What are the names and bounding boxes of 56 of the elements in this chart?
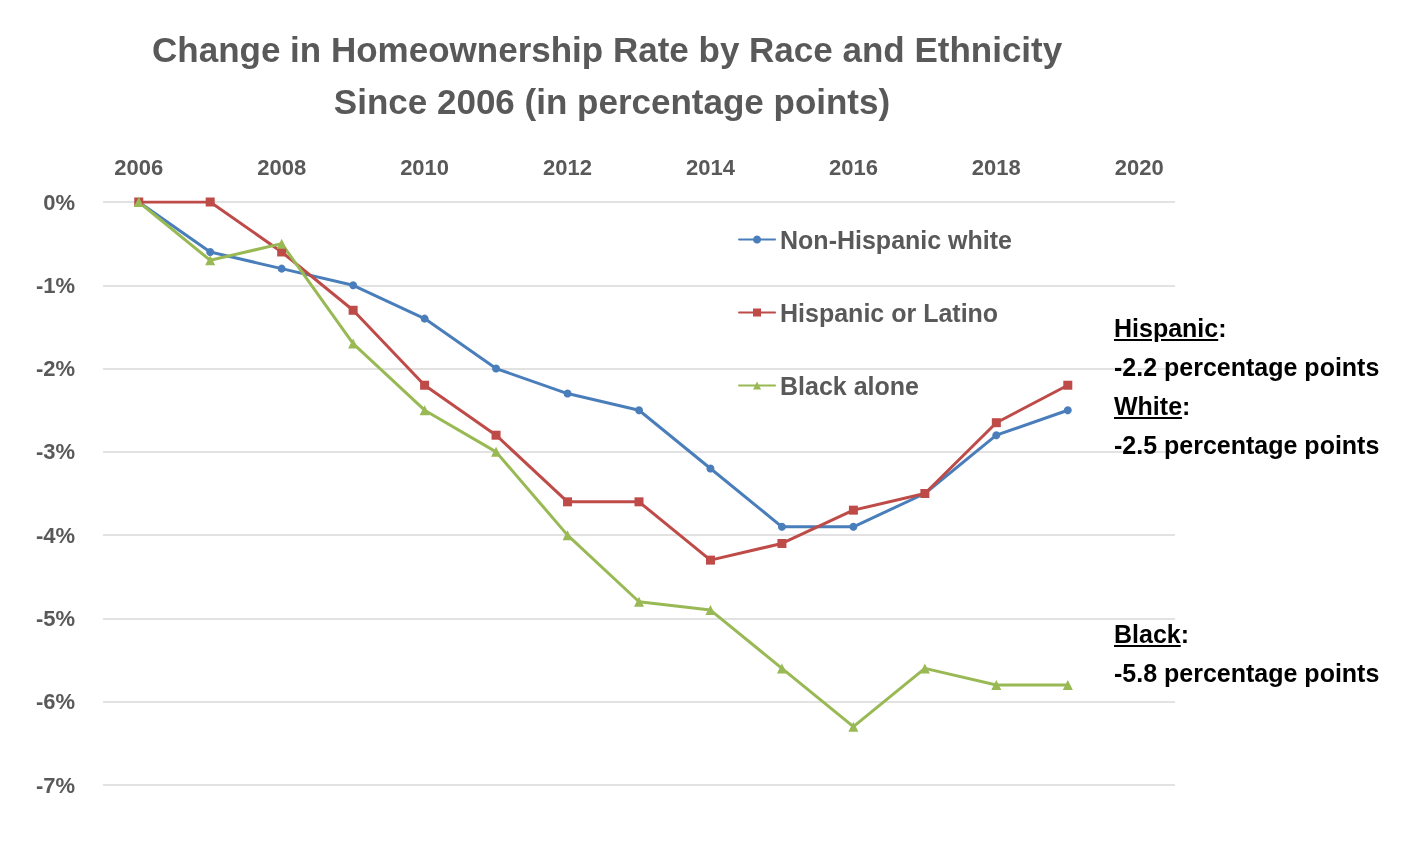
point — [277, 264, 286, 273]
point — [205, 197, 215, 207]
point — [635, 406, 643, 415]
point — [1063, 380, 1073, 390]
point — [420, 314, 429, 323]
point — [562, 530, 573, 541]
point — [776, 663, 787, 674]
point — [706, 464, 715, 473]
y-tick-label: -1% — [35, 272, 75, 298]
chart-title: Change in Homeownership Rate by Race and Ethnicity Since 2006 (in percentage points) — [152, 29, 1072, 121]
legend-label: Hispanic or Latino — [780, 298, 999, 327]
legend-label: Non-Hispanic white — [780, 225, 1013, 254]
point — [205, 255, 216, 266]
point — [705, 555, 715, 565]
y-tick-label: -2% — [35, 356, 75, 382]
point — [206, 247, 215, 256]
point — [919, 663, 930, 674]
point — [349, 281, 358, 290]
annotation: White: -2.5 percentage points — [1114, 391, 1380, 461]
annotation: Hispanic: -2.2 percentage points — [1114, 313, 1380, 383]
x-tick-label: 2014 — [685, 154, 736, 180]
point — [276, 238, 287, 249]
legend-label: Black alone — [780, 371, 920, 400]
annotation: Black: -5.8 percentage points — [1114, 619, 1380, 689]
x-tick-label: 2016 — [828, 154, 878, 180]
point — [1063, 406, 1072, 415]
point — [991, 418, 1001, 428]
point — [420, 380, 430, 390]
y-tick-label: -3% — [35, 439, 75, 465]
y-tick-label: -5% — [35, 605, 75, 631]
x-tick-label: 2010 — [400, 154, 450, 180]
point — [563, 497, 573, 507]
point — [634, 596, 644, 607]
x-tick-label: 2008 — [257, 154, 307, 180]
x-tick-label: 2018 — [971, 154, 1021, 180]
point — [1062, 680, 1073, 691]
point — [419, 405, 430, 416]
y-tick-label: -4% — [35, 522, 75, 548]
y-tick-label: 0% — [43, 189, 75, 215]
y-tick-label: -7% — [35, 772, 75, 798]
point — [492, 364, 501, 373]
point — [992, 431, 1001, 440]
x-tick-label: 2012 — [543, 154, 593, 180]
point — [634, 497, 644, 507]
y-tick-label: -6% — [35, 689, 75, 715]
point — [777, 522, 786, 531]
point — [777, 538, 787, 548]
point — [348, 305, 358, 315]
point — [563, 389, 572, 398]
point — [849, 522, 858, 531]
point — [848, 505, 858, 515]
point — [848, 721, 859, 732]
x-tick-label: 2020 — [1114, 154, 1164, 180]
point — [991, 680, 1002, 691]
x-tick-label: 2006 — [114, 154, 164, 180]
point — [491, 430, 501, 440]
